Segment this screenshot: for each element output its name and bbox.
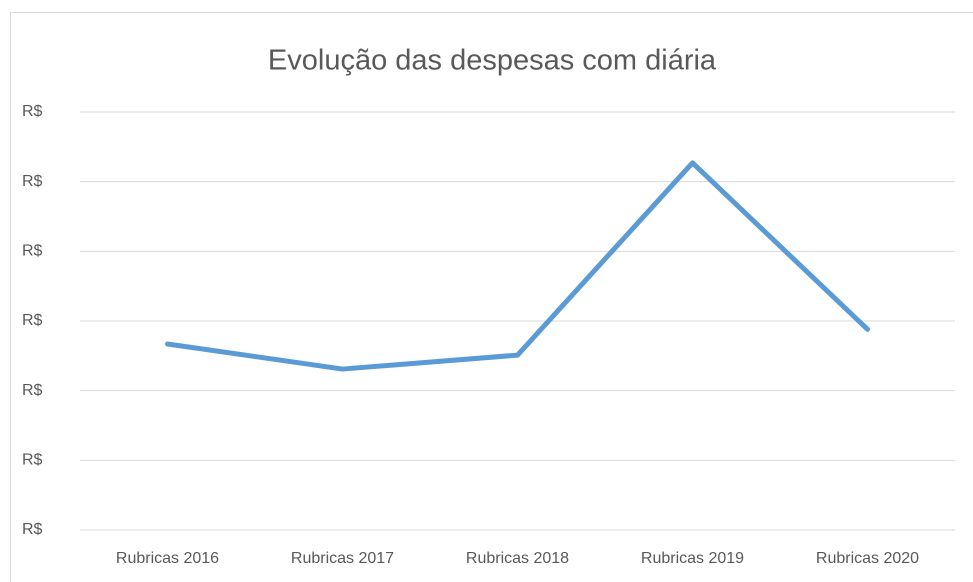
chart-title: Evolução das despesas com diária xyxy=(268,45,717,77)
y-tick-label: R$ xyxy=(22,452,43,469)
data-line xyxy=(165,160,870,372)
x-tick-label: Rubricas 2020 xyxy=(816,550,919,567)
y-tick-label: R$ xyxy=(22,243,43,260)
chart-border xyxy=(10,12,973,582)
x-tick-label: Rubricas 2019 xyxy=(641,550,744,567)
y-tick-label: R$ xyxy=(22,312,43,329)
x-tick-label: Rubricas 2016 xyxy=(116,550,219,567)
x-tick-label: Rubricas 2018 xyxy=(466,550,569,567)
y-tick-label: R$ xyxy=(22,103,43,120)
y-tick-label: R$ xyxy=(22,382,43,399)
x-tick-label: Rubricas 2017 xyxy=(291,550,394,567)
y-tick-label: R$ xyxy=(22,173,43,190)
y-tick-label: R$ xyxy=(22,521,43,538)
